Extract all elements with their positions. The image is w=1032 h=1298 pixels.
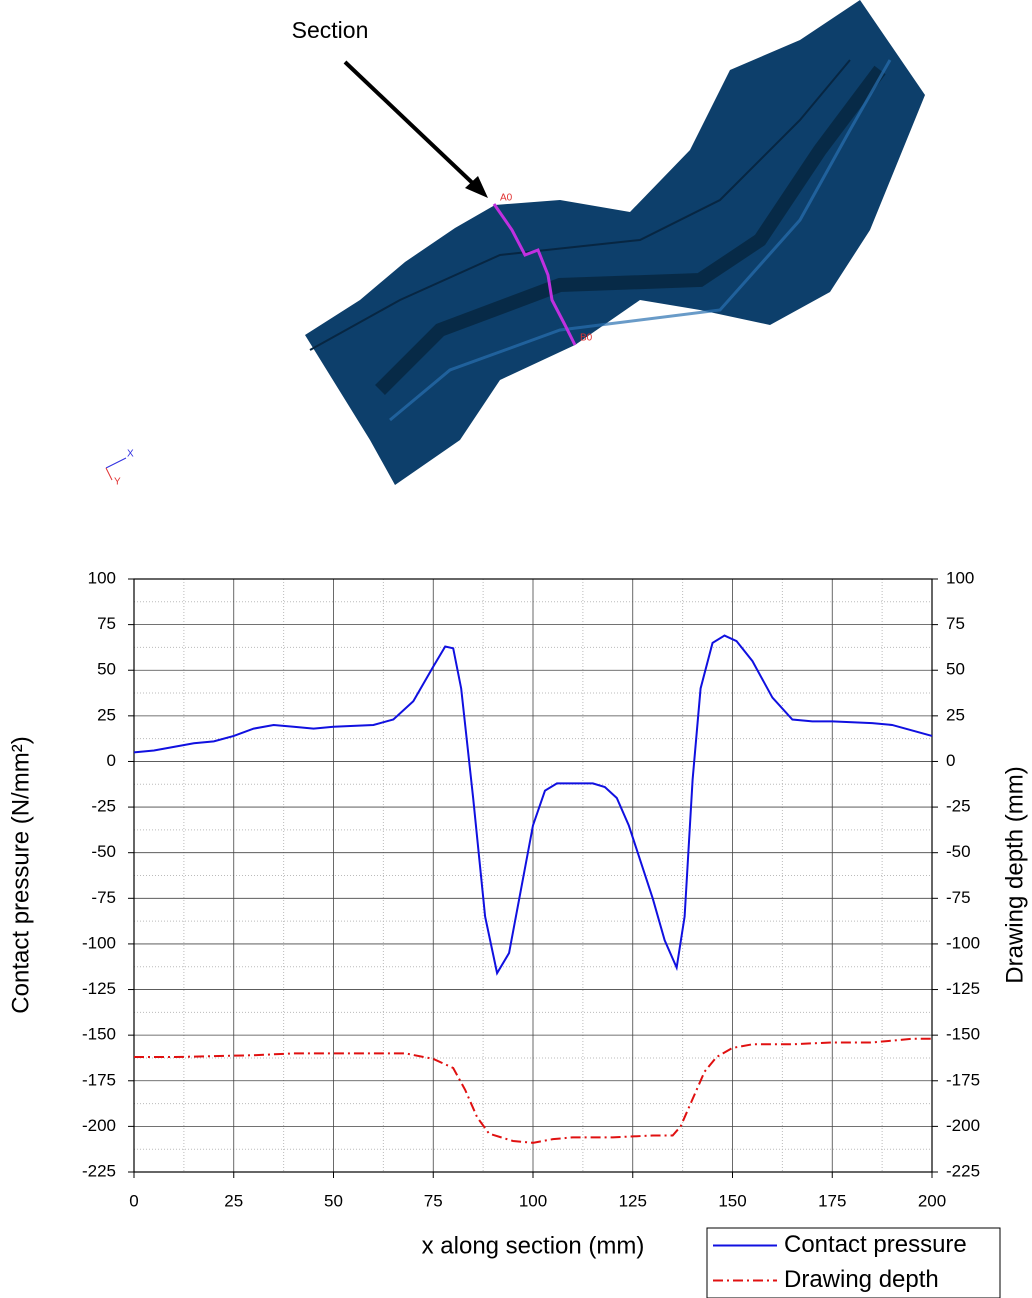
x-tick-label: 100 [519,1191,547,1210]
y2-tick-label: -75 [946,888,971,907]
y2-tick-label: 50 [946,660,965,679]
x-axis-title: x along section (mm) [422,1232,645,1259]
y2-tick-label: -125 [946,979,980,998]
x-tick-label: 200 [918,1191,946,1210]
figure: Section A0 B0 X Y x along section (mm) C… [0,0,1032,1298]
y-tick-label: 50 [97,660,116,679]
x-tick-label: 25 [224,1191,243,1210]
y-tick-label: -75 [91,888,116,907]
y-tick-label: 0 [107,751,116,770]
legend-label: Drawing depth [784,1266,939,1293]
triad-y-label: Y [114,477,121,488]
y-tick-label: -225 [82,1161,116,1180]
x-tick-label: 150 [718,1191,746,1210]
y2-tick-label: 25 [946,705,965,724]
y2-tick-label: -175 [946,1070,980,1089]
y-tick-label: -100 [82,933,116,952]
legend-label: Contact pressure [784,1231,967,1258]
y2-tick-label: 75 [946,614,965,633]
triad-x [106,458,126,468]
x-tick-label: 125 [619,1191,647,1210]
y2-tick-label: 100 [946,568,974,587]
y2-tick-label: -50 [946,842,971,861]
y-tick-label: -200 [82,1116,116,1135]
y2-tick-label: -25 [946,797,971,816]
y-tick-label: -150 [82,1025,116,1044]
part-render: Section A0 B0 X Y [106,0,925,488]
y-tick-label: -175 [82,1070,116,1089]
y2-tick-label: 0 [946,751,955,770]
y-tick-label: -25 [91,797,116,816]
x-tick-label: 50 [324,1191,343,1210]
x-tick-label: 175 [818,1191,846,1210]
y-tick-label: -125 [82,979,116,998]
triad-y [106,468,112,480]
y-tick-label: 75 [97,614,116,633]
y-axis-title: Contact pressure (N/mm²) [7,736,34,1013]
y2-tick-label: -200 [946,1116,980,1135]
section-start: A0 [500,193,513,204]
annotation: Section [292,17,369,43]
triad-x-label: X [127,449,134,460]
y2-tick-label: -100 [946,933,980,952]
y-tick-label: -50 [91,842,116,861]
y2-tick-label: -225 [946,1161,980,1180]
x-tick-label: 0 [129,1191,138,1210]
arrow [345,62,482,192]
y-tick-label: 100 [88,568,116,587]
x-tick-label: 75 [424,1191,443,1210]
section-end: B0 [580,333,593,344]
y2-axis-title: Drawing depth (mm) [1001,766,1028,983]
y-tick-label: 25 [97,705,116,724]
y2-tick-label: -150 [946,1025,980,1044]
